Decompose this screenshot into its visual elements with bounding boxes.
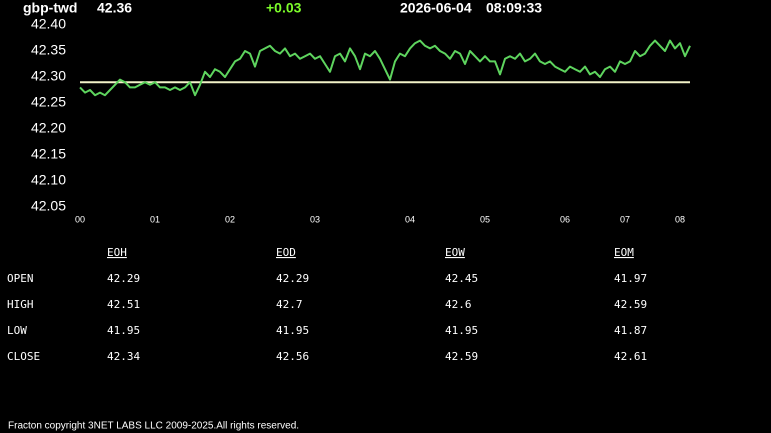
column-header: EOH: [107, 246, 127, 259]
y-tick-label: 42.20: [31, 120, 66, 136]
y-tick-label: 42.25: [31, 94, 66, 110]
cell: 42.56: [276, 350, 309, 363]
x-tick-label: 03: [310, 214, 320, 224]
cell: 42.59: [614, 298, 647, 311]
cell: 42.61: [614, 350, 647, 363]
y-tick-label: 42.05: [31, 198, 66, 214]
cell: 41.97: [614, 272, 647, 285]
cell: 41.95: [276, 324, 309, 337]
y-tick-label: 42.10: [31, 172, 66, 188]
column-header: EOW: [445, 246, 465, 259]
cell: 42.7: [276, 298, 303, 311]
row-label: LOW: [7, 324, 27, 337]
price-line: [79, 39, 691, 97]
y-tick-label: 42.30: [31, 68, 66, 84]
change: +0.03: [266, 0, 302, 16]
x-tick-label: 05: [480, 214, 490, 224]
cell: 41.87: [614, 324, 647, 337]
y-tick-label: 42.15: [31, 146, 66, 162]
x-tick-label: 08: [675, 214, 685, 224]
x-tick-label: 06: [560, 214, 570, 224]
x-tick-label: 01: [150, 214, 160, 224]
symbol: gbp-twd: [23, 0, 77, 16]
cell: 42.51: [107, 298, 140, 311]
footer: Fracton copyright 3NET LABS LLC 2009-202…: [8, 421, 299, 432]
cell: 42.45: [445, 272, 478, 285]
cell: 41.95: [445, 324, 478, 337]
time: 08:09:33: [486, 0, 542, 16]
x-tick-label: 04: [405, 214, 415, 224]
cell: 42.29: [107, 272, 140, 285]
y-tick-label: 42.40: [31, 16, 66, 32]
row-label: HIGH: [7, 298, 34, 311]
x-tick-label: 00: [75, 214, 85, 224]
x-tick-label: 02: [225, 214, 235, 224]
cell: 41.95: [107, 324, 140, 337]
y-tick-label: 42.35: [31, 42, 66, 58]
cell: 42.6: [445, 298, 472, 311]
cell: 42.59: [445, 350, 478, 363]
column-header: EOD: [276, 246, 296, 259]
x-tick-label: 07: [620, 214, 630, 224]
row-label: OPEN: [7, 272, 34, 285]
date: 2026-06-04: [400, 0, 472, 16]
cell: 42.29: [276, 272, 309, 285]
row-label: CLOSE: [7, 350, 40, 363]
cell: 42.34: [107, 350, 140, 363]
price: 42.36: [97, 0, 132, 16]
column-header: EOM: [614, 246, 634, 259]
